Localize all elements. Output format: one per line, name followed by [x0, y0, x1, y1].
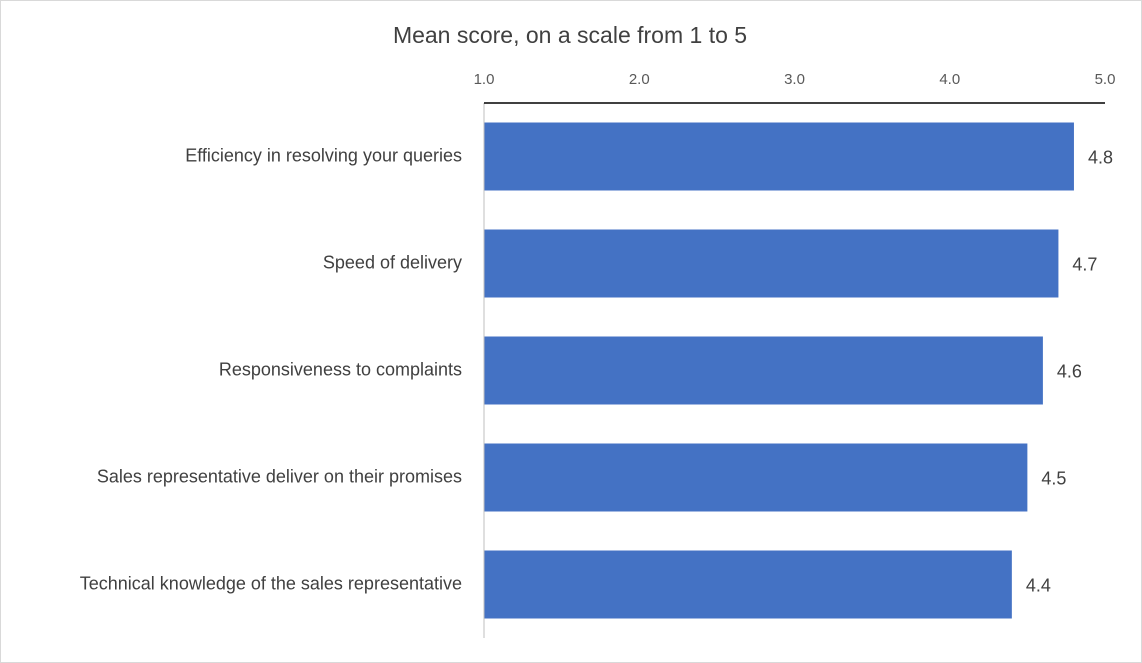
value-label: 4.7	[1072, 254, 1097, 274]
bar	[484, 336, 1043, 405]
bar	[484, 229, 1059, 298]
x-tick-label: 4.0	[939, 71, 960, 88]
value-label: 4.5	[1041, 468, 1066, 488]
y-tick-label: Efficiency in resolving your queries	[185, 145, 462, 165]
chart-title: Mean score, on a scale from 1 to 5	[393, 22, 747, 48]
x-tick-label: 1.0	[474, 71, 495, 88]
value-label: 4.4	[1026, 575, 1051, 595]
y-tick-label: Responsiveness to complaints	[219, 359, 462, 379]
y-tick-label: Technical knowledge of the sales represe…	[80, 573, 462, 593]
bar	[484, 122, 1074, 191]
x-tick-label: 3.0	[784, 71, 805, 88]
value-label: 4.6	[1057, 361, 1082, 381]
x-tick-label: 2.0	[629, 71, 650, 88]
bar	[484, 550, 1012, 619]
value-label: 4.8	[1088, 147, 1113, 167]
bar	[484, 443, 1028, 512]
y-tick-label: Sales representative deliver on their pr…	[97, 466, 462, 486]
x-tick-label: 5.0	[1095, 71, 1116, 88]
y-tick-label: Speed of delivery	[323, 252, 462, 272]
